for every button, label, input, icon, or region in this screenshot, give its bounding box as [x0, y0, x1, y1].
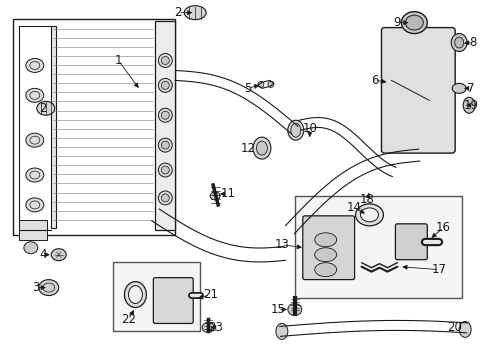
Text: 8: 8	[468, 36, 476, 49]
Circle shape	[161, 166, 169, 174]
Text: 18: 18	[359, 193, 374, 206]
Text: 6: 6	[370, 74, 378, 87]
Polygon shape	[155, 21, 175, 230]
Ellipse shape	[128, 285, 142, 303]
Text: 11: 11	[220, 188, 235, 201]
Circle shape	[158, 191, 172, 205]
Text: 1: 1	[115, 54, 122, 67]
Ellipse shape	[355, 204, 383, 226]
Text: 12: 12	[240, 141, 255, 155]
Text: 15: 15	[270, 303, 285, 316]
Circle shape	[158, 138, 172, 152]
Circle shape	[158, 54, 172, 67]
Ellipse shape	[360, 208, 378, 222]
Text: 23: 23	[207, 321, 222, 334]
Ellipse shape	[462, 97, 474, 113]
Ellipse shape	[458, 321, 470, 337]
Circle shape	[161, 57, 169, 64]
Ellipse shape	[405, 15, 423, 30]
Text: 4: 4	[39, 248, 46, 261]
Text: 22: 22	[121, 313, 136, 326]
FancyBboxPatch shape	[153, 278, 193, 323]
Circle shape	[158, 78, 172, 92]
Ellipse shape	[401, 12, 427, 33]
Ellipse shape	[26, 168, 44, 182]
Text: 13: 13	[274, 238, 289, 251]
Ellipse shape	[24, 242, 38, 254]
Circle shape	[267, 81, 273, 87]
Ellipse shape	[39, 280, 59, 296]
Circle shape	[161, 111, 169, 119]
Bar	[294, 196, 461, 298]
Ellipse shape	[26, 88, 44, 102]
Text: 9: 9	[393, 16, 400, 29]
Text: 17: 17	[431, 263, 446, 276]
Text: 20: 20	[446, 321, 461, 334]
Ellipse shape	[290, 123, 300, 137]
Ellipse shape	[26, 133, 44, 147]
Ellipse shape	[210, 192, 220, 200]
Text: 19: 19	[463, 99, 478, 112]
Ellipse shape	[37, 101, 55, 115]
Circle shape	[158, 108, 172, 122]
Circle shape	[161, 141, 169, 149]
Text: 14: 14	[346, 201, 361, 215]
Ellipse shape	[202, 323, 214, 332]
Bar	[19, 220, 47, 240]
Ellipse shape	[275, 323, 287, 339]
FancyBboxPatch shape	[302, 216, 354, 280]
Ellipse shape	[287, 303, 301, 315]
Text: 7: 7	[467, 82, 474, 95]
Text: 16: 16	[435, 221, 450, 234]
Ellipse shape	[314, 248, 336, 262]
Text: 2: 2	[39, 102, 46, 115]
FancyBboxPatch shape	[381, 28, 454, 153]
Ellipse shape	[454, 37, 463, 48]
Ellipse shape	[287, 120, 303, 140]
Ellipse shape	[252, 137, 270, 159]
Text: 21: 21	[202, 288, 217, 301]
Polygon shape	[51, 26, 56, 228]
Text: 3: 3	[32, 281, 40, 294]
Circle shape	[161, 81, 169, 89]
Ellipse shape	[51, 249, 66, 261]
Circle shape	[158, 163, 172, 177]
Ellipse shape	[256, 141, 267, 155]
Ellipse shape	[26, 198, 44, 212]
Ellipse shape	[314, 263, 336, 276]
Ellipse shape	[314, 233, 336, 247]
Bar	[112, 262, 200, 332]
Ellipse shape	[26, 58, 44, 72]
Ellipse shape	[184, 6, 206, 20]
Text: 2: 2	[174, 6, 182, 19]
Ellipse shape	[450, 33, 466, 51]
Ellipse shape	[451, 84, 465, 93]
Text: 10: 10	[302, 122, 317, 135]
FancyBboxPatch shape	[395, 224, 427, 260]
Circle shape	[161, 194, 169, 202]
Text: 5: 5	[244, 82, 251, 95]
Ellipse shape	[124, 282, 146, 307]
Circle shape	[258, 81, 264, 87]
